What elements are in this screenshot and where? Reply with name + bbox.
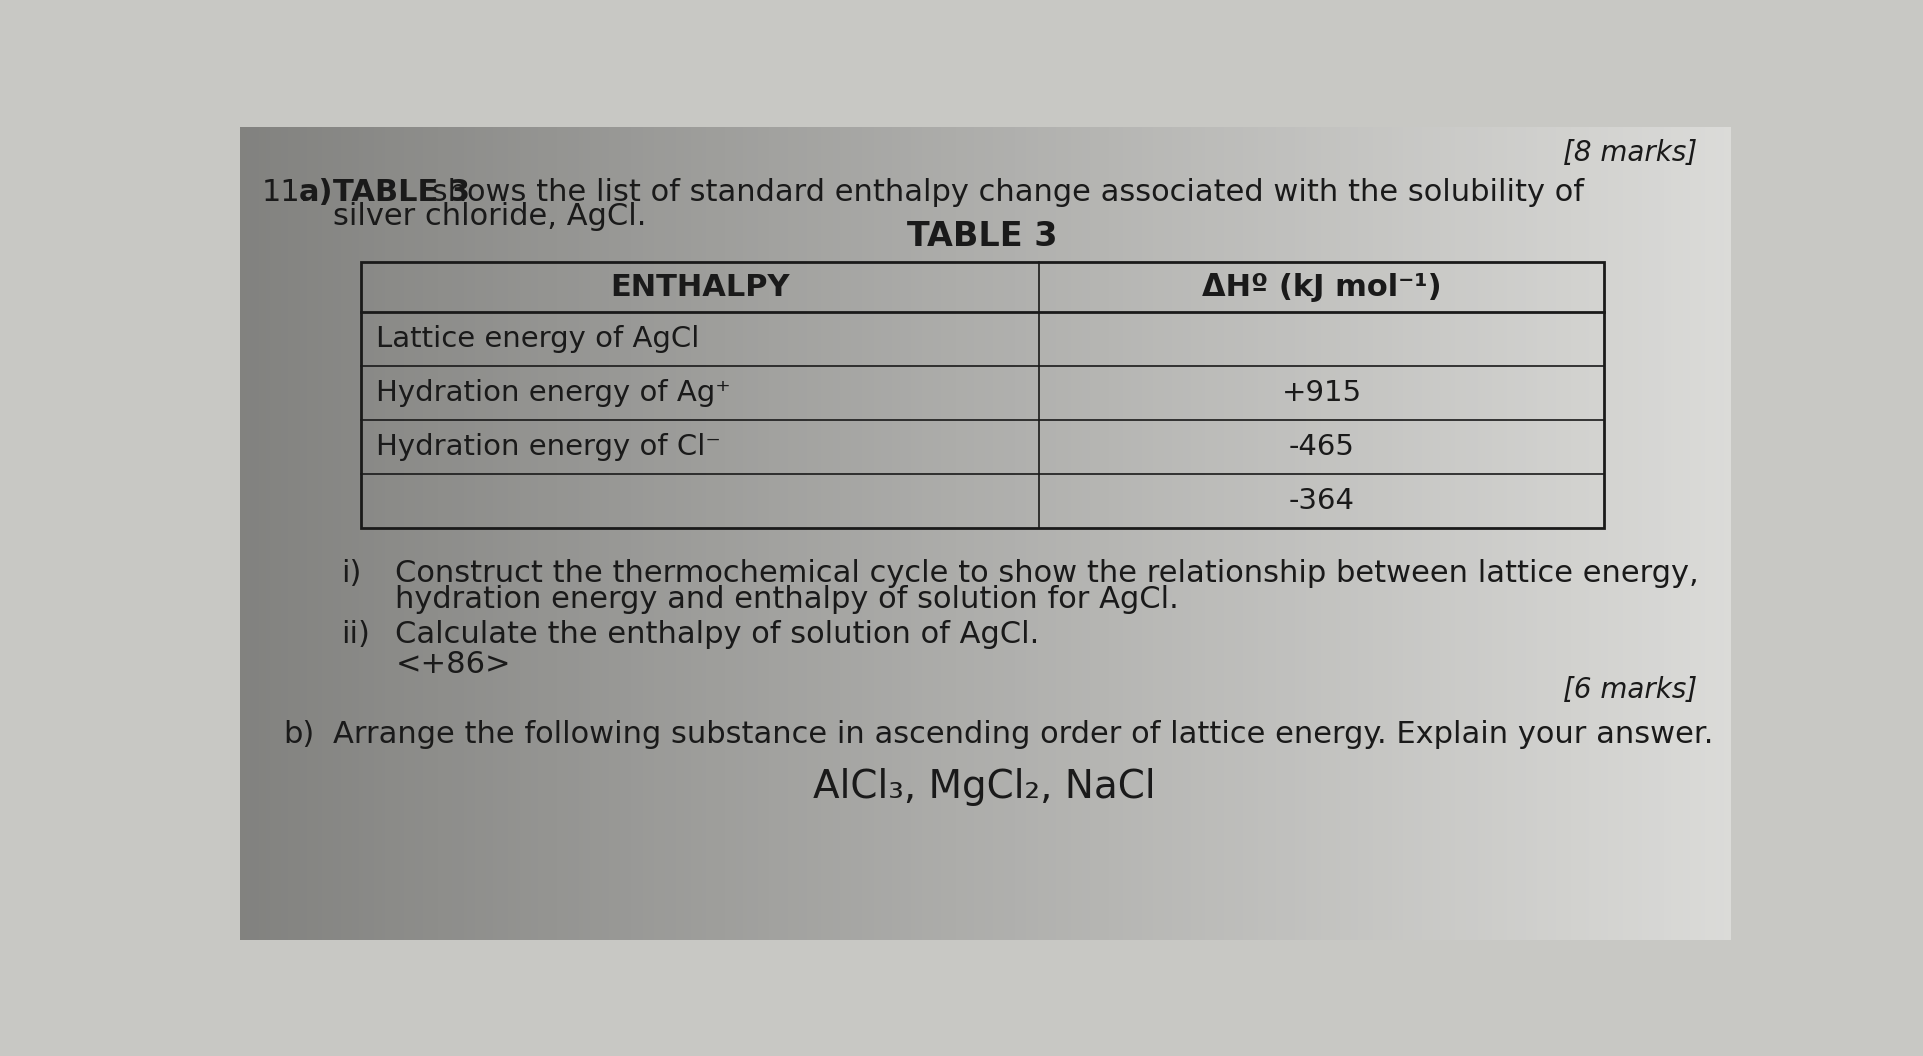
Text: ENTHALPY: ENTHALPY [610, 272, 788, 302]
Text: hydration energy and enthalpy of solution for AgCl.: hydration energy and enthalpy of solutio… [396, 585, 1179, 614]
Text: Hydration energy of Cl⁻: Hydration energy of Cl⁻ [377, 433, 721, 461]
Text: silver chloride, AgCl.: silver chloride, AgCl. [333, 202, 646, 231]
Text: TABLE 3: TABLE 3 [908, 220, 1058, 253]
Text: ΔHº (kJ mol⁻¹): ΔHº (kJ mol⁻¹) [1202, 272, 1442, 302]
Text: <+86>: <+86> [396, 649, 512, 679]
Text: [8 marks]: [8 marks] [1563, 139, 1698, 167]
Text: +915: +915 [1281, 379, 1361, 408]
Text: Arrange the following substance in ascending order of lattice energy. Explain yo: Arrange the following substance in ascen… [333, 720, 1713, 750]
Text: b): b) [283, 720, 313, 750]
Bar [360, 262, 1604, 528]
Text: Construct the thermochemical cycle to show the relationship between lattice ener: Construct the thermochemical cycle to sh… [396, 559, 1700, 588]
Text: Lattice energy of AgCl: Lattice energy of AgCl [377, 325, 700, 354]
Text: Calculate the enthalpy of solution of AgCl.: Calculate the enthalpy of solution of Ag… [396, 620, 1040, 649]
Text: TABLE 3: TABLE 3 [333, 177, 471, 207]
Text: -364: -364 [1288, 487, 1354, 515]
Text: [6 marks]: [6 marks] [1563, 676, 1698, 703]
Text: shows the list of standard enthalpy change associated with the solubility of: shows the list of standard enthalpy chan… [423, 177, 1585, 207]
Text: 11.: 11. [262, 177, 310, 207]
Text: i): i) [340, 559, 362, 588]
Text: a): a) [298, 177, 333, 207]
Text: -465: -465 [1288, 433, 1354, 461]
Text: AlCl₃, MgCl₂, NaCl: AlCl₃, MgCl₂, NaCl [813, 768, 1156, 806]
Text: Hydration energy of Ag⁺: Hydration energy of Ag⁺ [377, 379, 731, 408]
Text: ii): ii) [340, 620, 369, 649]
